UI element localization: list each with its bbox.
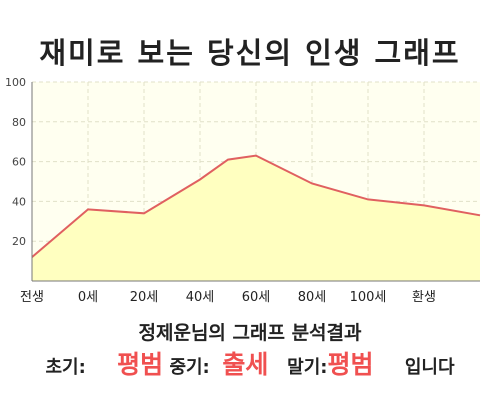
middle-label: 중기: xyxy=(169,357,210,378)
analysis-result: 초기: 평범 중기: 출세 말기:평범 입니다 xyxy=(0,345,500,381)
result-suffix: 입니다 xyxy=(404,357,455,378)
middle-value: 출세 xyxy=(222,350,269,379)
x-tick-label: 100세 xyxy=(350,290,387,305)
x-tick-label: 전생 xyxy=(20,290,44,305)
x-tick-label: 40세 xyxy=(186,290,215,305)
series-line xyxy=(31,154,481,258)
y-tick-label: 40 xyxy=(12,195,26,208)
area-fill xyxy=(32,155,480,281)
early-label: 초기: xyxy=(45,357,86,378)
analysis-heading: 정제운님의 그래프 분석결과 xyxy=(138,322,362,344)
x-tick-label: 환생 xyxy=(412,290,436,305)
x-tick-label: 0세 xyxy=(78,290,98,305)
early-value: 평범 xyxy=(117,350,164,379)
x-tick-label: 60세 xyxy=(242,290,271,305)
y-tick-label: 80 xyxy=(12,116,26,129)
y-tick-label: 100 xyxy=(5,76,26,89)
x-tick-label: 80세 xyxy=(298,290,327,305)
late-label: 말기: xyxy=(287,357,328,378)
late-value: 평범 xyxy=(327,350,374,379)
page-title: 재미로 보는 당신의 인생 그래프 xyxy=(39,36,461,70)
y-tick-label: 60 xyxy=(12,156,26,169)
x-tick-label: 20세 xyxy=(130,290,159,305)
y-tick-label: 20 xyxy=(12,235,26,248)
